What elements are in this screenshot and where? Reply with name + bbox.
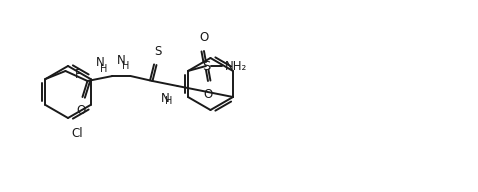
Text: S: S: [202, 60, 210, 73]
Text: N: N: [117, 54, 126, 67]
Text: Cl: Cl: [71, 127, 83, 140]
Text: N: N: [96, 56, 104, 70]
Text: O: O: [77, 104, 86, 117]
Text: F: F: [75, 69, 82, 81]
Text: S: S: [154, 45, 161, 58]
Text: O: O: [203, 88, 213, 101]
Text: O: O: [199, 31, 208, 44]
Text: N: N: [161, 93, 169, 105]
Text: H: H: [165, 97, 173, 107]
Text: NH₂: NH₂: [225, 60, 247, 73]
Text: H: H: [100, 64, 108, 74]
Text: H: H: [122, 61, 129, 71]
